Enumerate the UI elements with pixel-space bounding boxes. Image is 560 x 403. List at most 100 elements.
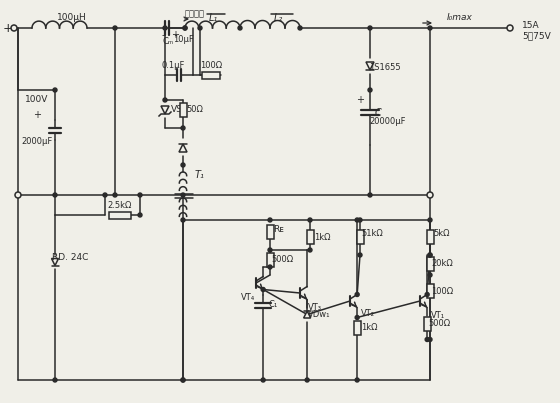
Bar	[427, 257, 433, 271]
Circle shape	[428, 218, 432, 222]
Text: VDᴡ₁: VDᴡ₁	[308, 310, 330, 319]
Text: 1kΩ: 1kΩ	[361, 323, 377, 332]
Text: VT₄: VT₄	[241, 293, 255, 303]
Circle shape	[183, 26, 187, 30]
Text: 充电方向: 充电方向	[185, 10, 205, 19]
Circle shape	[113, 193, 117, 197]
Text: 5kΩ: 5kΩ	[434, 229, 450, 239]
Bar	[357, 230, 363, 244]
Text: L₁: L₁	[208, 13, 218, 23]
Text: 100V: 100V	[25, 96, 49, 104]
Text: I₀max: I₀max	[447, 13, 473, 23]
Text: -: -	[161, 30, 165, 40]
Circle shape	[358, 218, 362, 222]
Circle shape	[268, 248, 272, 252]
Circle shape	[427, 192, 433, 198]
Text: 100μH: 100μH	[57, 13, 87, 23]
Circle shape	[268, 218, 272, 222]
Text: VS: VS	[171, 106, 183, 114]
Text: 1kΩ: 1kΩ	[314, 233, 330, 241]
Bar	[306, 230, 314, 244]
Text: VT₃: VT₃	[308, 303, 322, 312]
Circle shape	[261, 378, 265, 382]
Polygon shape	[304, 311, 311, 318]
Bar	[354, 320, 361, 334]
Text: 100Ω: 100Ω	[200, 60, 222, 69]
Text: 500Ω: 500Ω	[428, 319, 450, 328]
Circle shape	[368, 88, 372, 92]
Circle shape	[507, 25, 513, 31]
Circle shape	[103, 193, 107, 197]
Circle shape	[428, 253, 432, 257]
Circle shape	[428, 253, 432, 257]
Text: RD. 24C: RD. 24C	[52, 253, 88, 262]
Text: 20kΩ: 20kΩ	[431, 260, 453, 268]
Circle shape	[368, 193, 372, 197]
Bar	[109, 212, 131, 218]
Circle shape	[261, 287, 265, 291]
Text: 10μF: 10μF	[172, 35, 193, 44]
Bar	[267, 253, 273, 267]
Circle shape	[15, 192, 21, 198]
Circle shape	[358, 253, 362, 257]
Text: 15A: 15A	[522, 21, 540, 31]
Bar	[427, 284, 433, 298]
Polygon shape	[366, 62, 374, 70]
Text: Cₘ: Cₘ	[162, 37, 174, 46]
Text: +: +	[33, 110, 41, 120]
Circle shape	[428, 337, 432, 341]
Circle shape	[181, 163, 185, 167]
Circle shape	[53, 88, 57, 92]
Circle shape	[163, 26, 167, 30]
Circle shape	[308, 248, 312, 252]
Text: T₁: T₁	[195, 170, 205, 180]
Text: 100Ω: 100Ω	[431, 287, 453, 295]
Bar	[202, 71, 220, 79]
Circle shape	[305, 378, 309, 382]
Circle shape	[425, 293, 429, 297]
Text: 2000μF: 2000μF	[21, 137, 53, 147]
Circle shape	[163, 98, 167, 102]
Bar	[427, 230, 433, 244]
Circle shape	[113, 26, 117, 30]
Text: C: C	[375, 108, 381, 118]
Circle shape	[181, 218, 185, 222]
Bar	[180, 103, 186, 117]
Text: VT₁: VT₁	[431, 310, 445, 320]
Text: 1S1655: 1S1655	[369, 64, 401, 73]
Circle shape	[355, 316, 359, 320]
Circle shape	[355, 293, 359, 297]
Text: 50Ω: 50Ω	[186, 106, 203, 114]
Text: VT₂: VT₂	[361, 309, 375, 318]
Circle shape	[428, 26, 432, 30]
Text: 5～75V: 5～75V	[522, 31, 550, 40]
Text: Rᴇ: Rᴇ	[273, 226, 283, 235]
Circle shape	[425, 337, 429, 341]
Circle shape	[268, 265, 272, 269]
Bar	[267, 225, 273, 239]
Circle shape	[183, 26, 187, 30]
Polygon shape	[179, 144, 187, 152]
Circle shape	[138, 193, 142, 197]
Text: +: +	[171, 30, 179, 40]
Circle shape	[428, 273, 432, 277]
Circle shape	[308, 218, 312, 222]
Circle shape	[355, 218, 359, 222]
Circle shape	[198, 26, 202, 30]
Text: +: +	[356, 95, 364, 105]
Circle shape	[53, 378, 57, 382]
Text: 500Ω: 500Ω	[271, 256, 293, 264]
Circle shape	[238, 26, 242, 30]
Bar	[424, 316, 431, 330]
Circle shape	[138, 213, 142, 217]
Text: 20000μF: 20000μF	[370, 118, 406, 127]
Polygon shape	[52, 258, 58, 266]
Text: 0.1μF: 0.1μF	[161, 60, 185, 69]
Circle shape	[11, 25, 17, 31]
Circle shape	[181, 378, 185, 382]
Text: C₁: C₁	[269, 300, 278, 309]
Circle shape	[181, 378, 185, 382]
Circle shape	[181, 193, 185, 197]
Circle shape	[355, 378, 359, 382]
Text: L₂: L₂	[273, 13, 283, 23]
